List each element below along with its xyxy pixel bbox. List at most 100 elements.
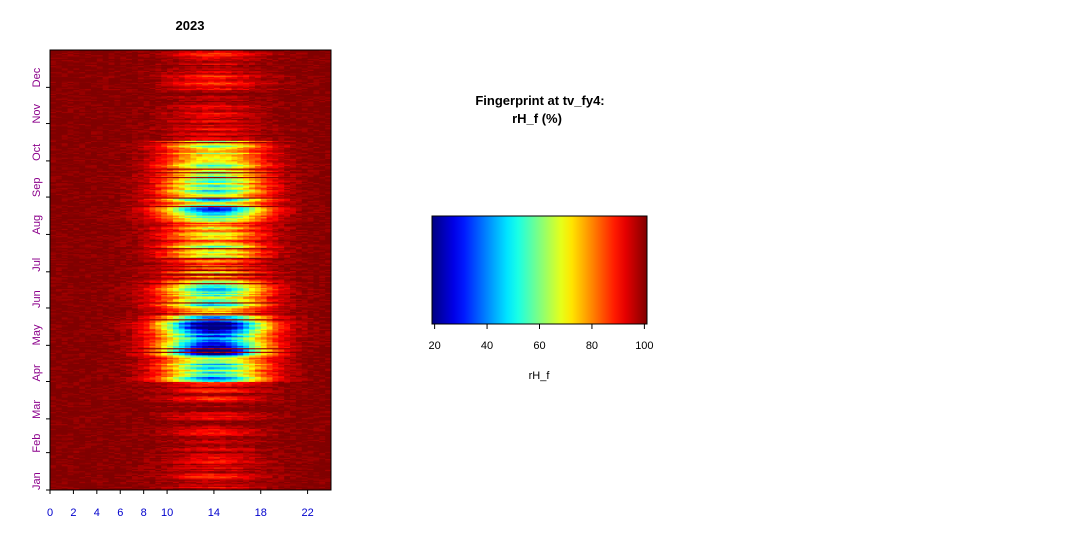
- heatmap-cell: [155, 486, 162, 488]
- heatmap-cell: [254, 487, 262, 490]
- heatmap-cell: [114, 429, 121, 432]
- heatmap-cell: [225, 482, 232, 485]
- heatmap-cell: [307, 483, 314, 486]
- heatmap-cell: [237, 422, 244, 425]
- heatmap-cell: [266, 408, 273, 410]
- heatmap-cell: [243, 475, 250, 478]
- heatmap-cell: [325, 370, 332, 373]
- heatmap-cell: [295, 458, 303, 461]
- heatmap-cell: [131, 422, 139, 425]
- heatmap-cell: [114, 382, 121, 385]
- heatmap-cell: [266, 377, 273, 380]
- heatmap-cell: [325, 426, 332, 428]
- heatmap-cell: [67, 402, 74, 404]
- heatmap-cell: [243, 415, 250, 417]
- heatmap-cell: [50, 373, 57, 375]
- heatmap-cell: [61, 459, 68, 462]
- heatmap-cell: [85, 424, 92, 427]
- heatmap-cell: [295, 376, 303, 379]
- heatmap-cell: [290, 433, 297, 435]
- heatmap-cell: [237, 385, 244, 387]
- heatmap-cell: [161, 463, 168, 466]
- heatmap-cell: [213, 417, 221, 420]
- heatmap-cell: [178, 410, 186, 413]
- heatmap-cell: [61, 391, 68, 393]
- heatmap-cell: [85, 440, 92, 443]
- heatmap-cell: [237, 456, 244, 458]
- heatmap-cell: [266, 430, 273, 433]
- heatmap-cell: [178, 429, 186, 432]
- heatmap-cell: [249, 473, 256, 475]
- heatmap-cell: [243, 393, 250, 396]
- heatmap-cell: [278, 410, 285, 413]
- heatmap-cell: [254, 459, 262, 462]
- heatmap-cell: [196, 449, 203, 451]
- heatmap-cell: [73, 386, 80, 388]
- heatmap-cell: [231, 461, 238, 463]
- heatmap-cell: [325, 440, 332, 443]
- heatmap-cell: [178, 463, 186, 466]
- heatmap-cell: [108, 463, 115, 466]
- heatmap-cell: [61, 394, 68, 397]
- heatmap-cell: [319, 475, 326, 478]
- heatmap-cell: [213, 475, 221, 478]
- heatmap-cell: [249, 391, 256, 393]
- heatmap-cell: [190, 432, 197, 434]
- heatmap-cell: [237, 393, 244, 396]
- heatmap-cell: [190, 481, 197, 484]
- heatmap-cell: [137, 422, 145, 425]
- heatmap-cell: [272, 391, 279, 393]
- heatmap-cell: [184, 402, 191, 404]
- heatmap-cell: [96, 481, 104, 484]
- heatmap-cell: [319, 387, 326, 390]
- heatmap-cell: [184, 463, 191, 466]
- heatmap-cell: [231, 447, 238, 450]
- heatmap-cell: [131, 486, 139, 488]
- heatmap-cell: [307, 411, 314, 414]
- heatmap-cell: [73, 375, 80, 378]
- heatmap-cell: [249, 370, 256, 373]
- heatmap-cell: [96, 457, 104, 460]
- heatmap-cell: [213, 432, 221, 434]
- heatmap-cell: [161, 441, 168, 444]
- heatmap-cell: [278, 441, 285, 444]
- heatmap-cell: [325, 422, 332, 425]
- heatmap-cell: [137, 449, 145, 451]
- heatmap-cell: [120, 447, 127, 450]
- heatmap-cell: [219, 423, 227, 426]
- heatmap-cell: [237, 445, 244, 448]
- heatmap-cell: [114, 433, 121, 435]
- heatmap-cell: [120, 441, 127, 444]
- heatmap-cell: [295, 461, 303, 463]
- heatmap-cell: [290, 370, 297, 373]
- heatmap-cell: [313, 440, 320, 443]
- heatmap-cell: [219, 446, 227, 449]
- heatmap-cell: [90, 388, 98, 391]
- heatmap-cell: [96, 440, 104, 443]
- heatmap-cell: [254, 440, 262, 443]
- heatmap-cell: [213, 429, 221, 432]
- heatmap-cell: [254, 439, 262, 441]
- heatmap-cell: [260, 417, 267, 420]
- heatmap-cell: [149, 386, 156, 388]
- heatmap-cell: [325, 435, 332, 438]
- heatmap-cell: [231, 458, 238, 461]
- heatmap-cell: [85, 471, 92, 474]
- heatmap-cell: [254, 429, 262, 432]
- heatmap-cell: [120, 474, 127, 476]
- heatmap-cell: [301, 440, 308, 443]
- heatmap-cell: [295, 404, 303, 407]
- heatmap-cell: [90, 389, 98, 392]
- heatmap-cell: [50, 409, 57, 411]
- heatmap-cell: [196, 479, 203, 481]
- heatmap-cell: [114, 376, 121, 379]
- heatmap-cell: [301, 468, 308, 470]
- heatmap-cell: [202, 485, 209, 487]
- heatmap-cell: [249, 429, 256, 432]
- heatmap-cell: [149, 389, 156, 392]
- heatmap-cell: [202, 445, 209, 448]
- heatmap-cell: [114, 386, 121, 388]
- heatmap-cell: [295, 382, 303, 385]
- heatmap-cell: [143, 405, 150, 408]
- heatmap-cell: [272, 373, 279, 375]
